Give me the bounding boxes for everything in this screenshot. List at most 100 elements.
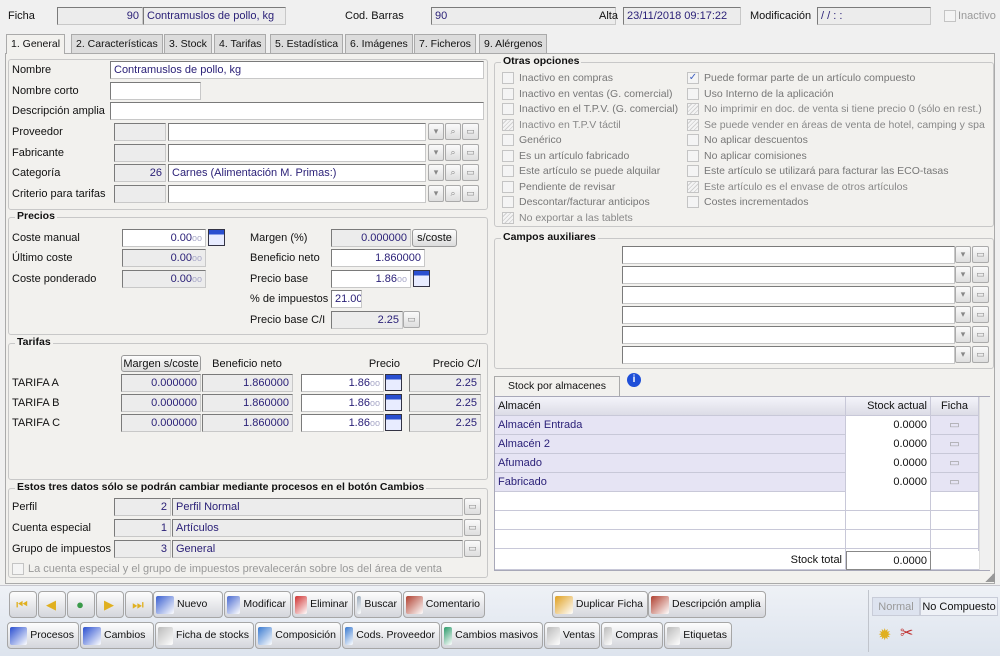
- inactive-checkbox[interactable]: [944, 10, 956, 22]
- aux-field-6[interactable]: [622, 346, 955, 364]
- tab-7[interactable]: 7. Ficheros: [414, 34, 476, 53]
- compras-button[interactable]: Compras: [601, 622, 663, 649]
- beneficio-field[interactable]: 1.860000: [202, 414, 293, 432]
- option-col2-3[interactable]: Se puede vender en áreas de venta de hot…: [687, 118, 985, 134]
- tab-2[interactable]: 2. Características: [71, 34, 163, 53]
- checkbox[interactable]: [687, 165, 699, 178]
- checkbox[interactable]: [502, 103, 514, 116]
- tools-icon[interactable]: ✂: [900, 625, 914, 642]
- checkbox[interactable]: [502, 118, 514, 131]
- ficha-number-field[interactable]: 90: [57, 7, 143, 25]
- ficha-cell[interactable]: ▭: [931, 454, 979, 473]
- tab-4[interactable]: 4. Tarifas: [214, 34, 267, 53]
- impuestos-field[interactable]: 21.00: [331, 290, 362, 308]
- previous-record-button[interactable]: ◀: [38, 591, 66, 618]
- aux-field-3[interactable]: [622, 286, 955, 304]
- option-col1-2[interactable]: Inactivo en el T.P.V. (G. comercial): [502, 102, 678, 118]
- option-col2-4[interactable]: No aplicar descuentos: [687, 133, 808, 149]
- almacen-cell[interactable]: Fabricado: [495, 473, 846, 492]
- checkbox[interactable]: [502, 165, 514, 178]
- coste-manual-field[interactable]: 0.00oo: [122, 229, 206, 247]
- checkbox[interactable]: [687, 134, 699, 147]
- checkbox[interactable]: [502, 149, 514, 162]
- open-ficha-icon[interactable]: ▭: [949, 438, 960, 450]
- mode-no-compuesto[interactable]: No Compuesto: [920, 597, 998, 616]
- checkbox[interactable]: [687, 149, 699, 162]
- column-header-almacen[interactable]: Almacén: [495, 397, 846, 416]
- precio-ci-field[interactable]: 2.25: [331, 311, 403, 329]
- option-col1-8[interactable]: Descontar/facturar anticipos: [502, 195, 650, 211]
- next-record-button[interactable]: ▶: [96, 591, 124, 618]
- alta-date-field[interactable]: 23/11/2018 09:17:22: [623, 7, 741, 25]
- vertical-scrollbar[interactable]: [979, 397, 991, 570]
- modification-date-field[interactable]: / / : :: [817, 7, 931, 25]
- precio-ci-field[interactable]: 2.25: [409, 394, 481, 412]
- dropdown-arrow-icon[interactable]: ▾: [428, 185, 444, 202]
- open-ficha-icon[interactable]: ▭: [949, 457, 960, 469]
- s-coste-button[interactable]: s/coste: [412, 229, 457, 247]
- barcode-field[interactable]: 90: [431, 7, 616, 25]
- row1-extra-button-6[interactable]: Descripción amplia: [648, 591, 766, 618]
- ficha-cell[interactable]: ▭: [931, 473, 979, 492]
- option-col2-6[interactable]: Este artículo se utilizará para facturar…: [687, 164, 949, 180]
- option-col1-5[interactable]: Es un artículo fabricado: [502, 149, 629, 165]
- beneficio-field[interactable]: 1.860000: [202, 374, 293, 392]
- code-field[interactable]: 26: [114, 164, 166, 182]
- search-icon[interactable]: ⌕: [445, 144, 461, 161]
- beneficio-field[interactable]: 1.860000: [202, 394, 293, 412]
- checkbox[interactable]: [687, 103, 699, 116]
- precio-ci-field[interactable]: 2.25: [409, 414, 481, 432]
- option-col1-1[interactable]: Inactivo en ventas (G. comercial): [502, 87, 672, 103]
- checkbox[interactable]: [502, 196, 514, 209]
- open-record-icon[interactable]: ▭: [464, 498, 481, 515]
- almacen-cell[interactable]: Almacén 2: [495, 435, 846, 454]
- dropdown-arrow-icon[interactable]: ▾: [955, 346, 971, 363]
- code-field[interactable]: [114, 123, 166, 141]
- column-header-stock[interactable]: Stock actual: [846, 397, 931, 416]
- first-record-button[interactable]: ⏮: [9, 591, 37, 618]
- search-icon[interactable]: ⌕: [445, 164, 461, 181]
- general-field-0[interactable]: Contramuslos de pollo, kg: [110, 61, 484, 79]
- settings-gear-icon[interactable]: ✹: [878, 627, 892, 644]
- open-record-icon[interactable]: ▭: [464, 519, 481, 536]
- margen-field[interactable]: 0.000000: [121, 374, 201, 392]
- open-icon[interactable]: ▭: [972, 326, 989, 343]
- ficha-name-field[interactable]: Contramuslos de pollo, kg: [143, 7, 286, 25]
- checkbox[interactable]: [687, 87, 699, 100]
- ventas-button[interactable]: Ventas: [544, 622, 600, 649]
- precio-base-field[interactable]: 1.86oo: [331, 270, 411, 288]
- dropdown-arrow-icon[interactable]: ▾: [955, 326, 971, 343]
- option-col2-5[interactable]: No aplicar comisiones: [687, 149, 807, 165]
- beneficio-neto-field[interactable]: 1.860000: [331, 249, 425, 267]
- option-col1-4[interactable]: Genérico: [502, 133, 562, 149]
- precio-ci-field[interactable]: 2.25: [409, 374, 481, 392]
- option-col2-2[interactable]: No imprimir en doc. de venta si tiene pr…: [687, 102, 982, 118]
- precio-field[interactable]: 1.86oo: [301, 394, 384, 412]
- etiquetas-button[interactable]: Etiquetas: [664, 622, 732, 649]
- ficha-cell[interactable]: ▭: [931, 416, 979, 435]
- open-icon[interactable]: ▭: [972, 266, 989, 283]
- open-icon[interactable]: ▭: [403, 311, 420, 328]
- aux-field-2[interactable]: [622, 266, 955, 284]
- open-ficha-icon[interactable]: ▭: [949, 419, 960, 431]
- option-col2-1[interactable]: Uso Interno de la aplicación: [687, 87, 834, 103]
- coste-ponderado-field[interactable]: 0.00oo: [122, 270, 206, 288]
- open-icon[interactable]: ▭: [972, 286, 989, 303]
- buscar-button[interactable]: Buscar: [354, 591, 402, 618]
- checkbox[interactable]: [502, 134, 514, 147]
- modificar-button[interactable]: Modificar: [224, 591, 291, 618]
- refresh-button[interactable]: ●: [67, 591, 95, 618]
- description-field[interactable]: [168, 185, 426, 203]
- calculator-icon[interactable]: [385, 394, 402, 411]
- description-field[interactable]: [168, 123, 426, 141]
- ultimo-coste-field[interactable]: 0.00oo: [122, 249, 206, 267]
- code-field[interactable]: [114, 144, 166, 162]
- margen-field[interactable]: 0.000000: [331, 229, 411, 247]
- tab-5[interactable]: 5. Estadística: [270, 34, 344, 53]
- aux-field-4[interactable]: [622, 306, 955, 324]
- open-icon[interactable]: ▭: [972, 346, 989, 363]
- option-col1-9[interactable]: No exportar a las tablets: [502, 211, 633, 227]
- resize-grip-icon[interactable]: [985, 572, 995, 582]
- description-field[interactable]: Carnes (Alimentación M. Primas:): [168, 164, 426, 182]
- almacen-cell[interactable]: Almacén Entrada: [495, 416, 846, 435]
